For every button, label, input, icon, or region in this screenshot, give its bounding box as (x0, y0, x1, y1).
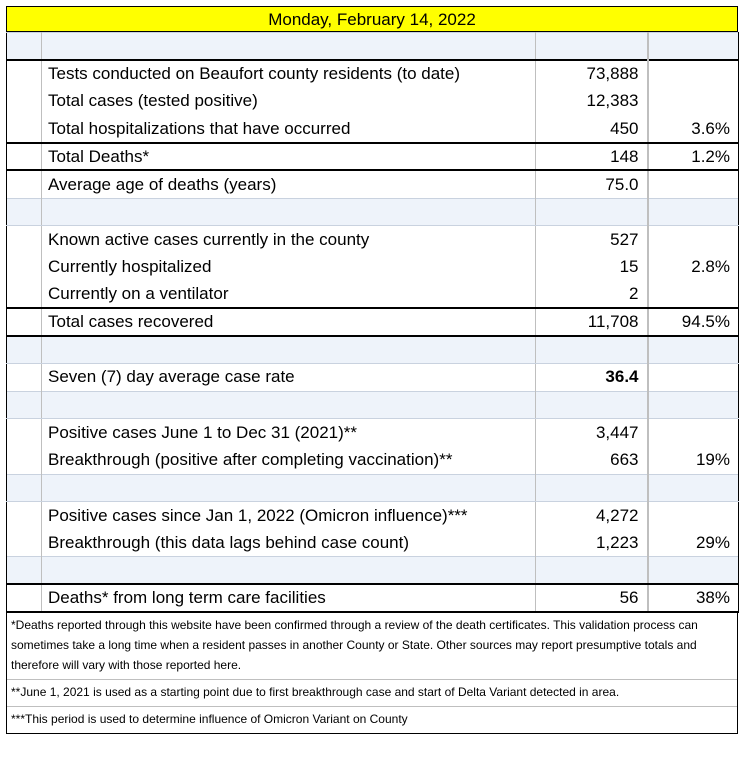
row-percent: 94.5% (646, 308, 739, 338)
row-ventilator: Currently on a ventilator 2 (6, 280, 739, 310)
row-label: Currently on a ventilator (41, 280, 536, 310)
row-value: 56 (535, 584, 648, 613)
footnote-omicron: ***This period is used to determine infl… (11, 711, 408, 726)
row-percent: 1.2% (646, 142, 739, 172)
row-ltc-deaths: Deaths* from long term care facilities 56… (6, 584, 739, 613)
row-value: 2 (535, 280, 648, 310)
row-pos-2022: Positive cases since Jan 1, 2022 (Omicro… (6, 501, 739, 530)
row-percent: 38% (646, 584, 739, 613)
row-percent (646, 170, 739, 199)
row-percent (646, 225, 739, 254)
row-value: 73,888 (535, 59, 648, 88)
covid-stats-sheet: Monday, February 14, 2022 Tests conducte… (6, 6, 739, 734)
row-label: Average age of deaths (years) (41, 170, 536, 199)
row-hospitalized: Currently hospitalized 15 2.8% (6, 253, 739, 281)
row-percent (646, 418, 739, 447)
row-pos-2021: Positive cases June 1 to Dec 31 (2021)**… (6, 418, 739, 447)
row-recovered: Total cases recovered 11,708 94.5% (6, 308, 739, 338)
stats-table: Tests conducted on Beaufort county resid… (6, 32, 739, 613)
row-label: Currently hospitalized (41, 253, 536, 281)
row-percent (646, 87, 739, 116)
row-label: Total cases recovered (41, 308, 536, 338)
row-value: 12,383 (535, 87, 648, 116)
row-label: Breakthrough (this data lags behind case… (41, 529, 536, 557)
row-label: Positive cases June 1 to Dec 31 (2021)** (41, 418, 536, 447)
blank-row (6, 390, 739, 420)
row-breakthrough-2022: Breakthrough (this data lags behind case… (6, 529, 739, 557)
footnote-june-2021: **June 1, 2021 is used as a starting poi… (7, 680, 737, 707)
row-value: 527 (535, 225, 648, 254)
row-value: 36.4 (535, 363, 648, 392)
row-value: 4,272 (535, 501, 648, 530)
blank-row (6, 556, 739, 586)
footnotes: *Deaths reported through this website ha… (6, 612, 738, 734)
row-percent: 29% (646, 529, 739, 557)
row-label: Total cases (tested positive) (41, 87, 536, 116)
footnote-deaths: *Deaths reported through this website ha… (7, 613, 737, 680)
blank-row (6, 335, 739, 365)
row-label: Total Deaths* (41, 142, 536, 172)
row-active: Known active cases currently in the coun… (6, 225, 739, 254)
row-value: 148 (535, 142, 648, 172)
row-total-cases: Total cases (tested positive) 12,383 (6, 87, 739, 116)
row-value: 663 (535, 446, 648, 474)
row-label: Known active cases currently in the coun… (41, 225, 536, 254)
row-percent: 2.8% (646, 253, 739, 281)
row-label: Breakthrough (positive after completing … (41, 446, 536, 474)
row-percent (646, 59, 739, 88)
row-label: Seven (7) day average case rate (41, 363, 536, 392)
row-percent (646, 280, 739, 310)
blank-row (6, 32, 739, 61)
row-percent: 19% (646, 446, 739, 474)
row-tests: Tests conducted on Beaufort county resid… (6, 59, 739, 88)
row-deaths: Total Deaths* 148 1.2% (6, 142, 739, 172)
row-value: 3,447 (535, 418, 648, 447)
row-percent (646, 363, 739, 392)
row-label: Tests conducted on Beaufort county resid… (41, 59, 536, 88)
row-hospitalizations: Total hospitalizations that have occurre… (6, 115, 739, 144)
row-label: Positive cases since Jan 1, 2022 (Omicro… (41, 501, 536, 530)
row-avg-age: Average age of deaths (years) 75.0 (6, 170, 739, 199)
row-label: Total hospitalizations that have occurre… (41, 115, 536, 144)
row-label: Deaths* from long term care facilities (41, 584, 536, 613)
row-value: 1,223 (535, 529, 648, 557)
row-value: 15 (535, 253, 648, 281)
date-title: Monday, February 14, 2022 (6, 6, 738, 32)
blank-row (6, 197, 739, 227)
row-percent: 3.6% (646, 115, 739, 144)
row-value: 11,708 (535, 308, 648, 338)
row-percent (646, 501, 739, 530)
blank-row (6, 473, 739, 503)
row-value: 75.0 (535, 170, 648, 199)
row-seven-day: Seven (7) day average case rate 36.4 (6, 363, 739, 392)
row-value: 450 (535, 115, 648, 144)
row-breakthrough-2021: Breakthrough (positive after completing … (6, 446, 739, 474)
